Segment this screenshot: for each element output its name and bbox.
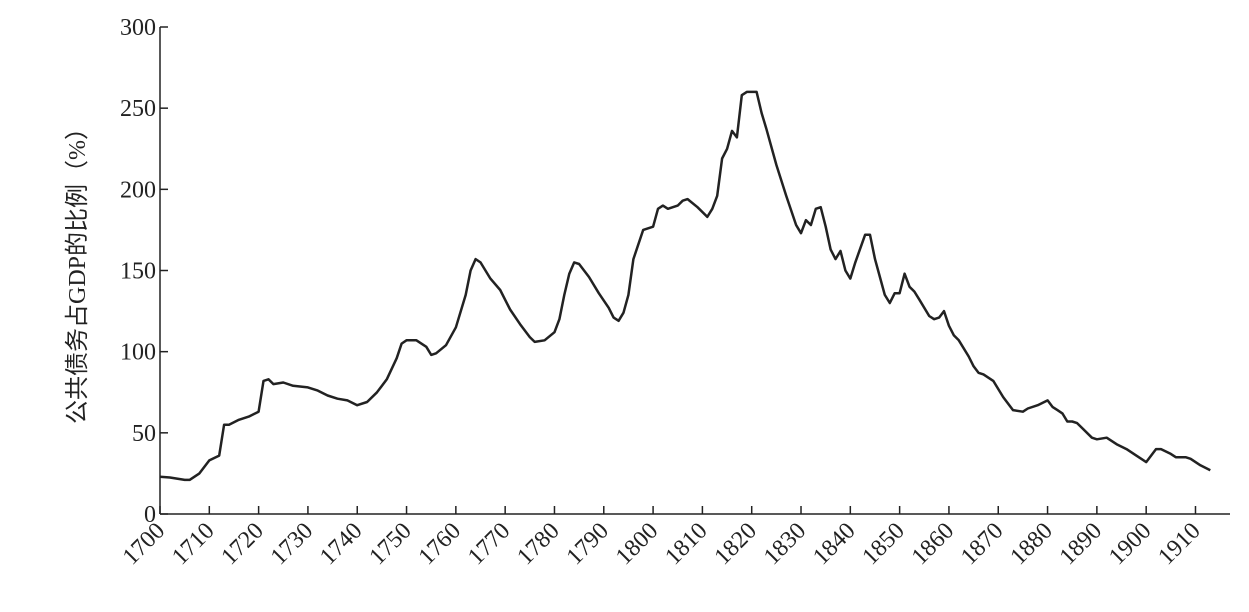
x-tick-label: 1820 [710, 518, 762, 570]
x-tick-label: 1860 [907, 518, 959, 570]
y-tick-label: 300 [120, 15, 156, 41]
y-tick-label: 50 [132, 421, 156, 447]
x-tick-label: 1800 [611, 518, 663, 570]
x-tick-label: 1720 [217, 518, 269, 570]
x-tick-label: 1850 [858, 518, 910, 570]
x-tick-label: 1760 [414, 518, 466, 570]
x-tick-label: 1700 [118, 518, 170, 570]
x-tick-label: 1750 [364, 518, 416, 570]
x-tick-label: 1770 [463, 518, 515, 570]
x-tick-label: 1870 [956, 518, 1008, 570]
x-tick-label: 1880 [1005, 518, 1057, 570]
y-tick-label: 150 [120, 259, 156, 285]
x-tick-label: 1790 [562, 518, 614, 570]
x-tick-label: 1830 [759, 518, 811, 570]
y-tick-label: 100 [120, 340, 156, 366]
x-tick-label: 1810 [660, 518, 712, 570]
y-tick-label: 0 [144, 502, 156, 528]
y-tick-label: 250 [120, 96, 156, 122]
y-tick-label: 200 [120, 177, 156, 203]
x-tick-label: 1910 [1153, 518, 1205, 570]
x-tick-label: 1890 [1055, 518, 1107, 570]
x-tick-label: 1740 [315, 518, 367, 570]
x-tick-label: 1780 [512, 518, 564, 570]
x-tick-label: 1900 [1104, 518, 1156, 570]
x-tick-label: 1710 [167, 518, 219, 570]
data-line [159, 90, 1211, 482]
x-tick-label: 1730 [266, 518, 318, 570]
y-axis-label: 公共债务占GDP的比例（%） [64, 116, 91, 424]
x-tick-label: 1840 [808, 518, 860, 570]
